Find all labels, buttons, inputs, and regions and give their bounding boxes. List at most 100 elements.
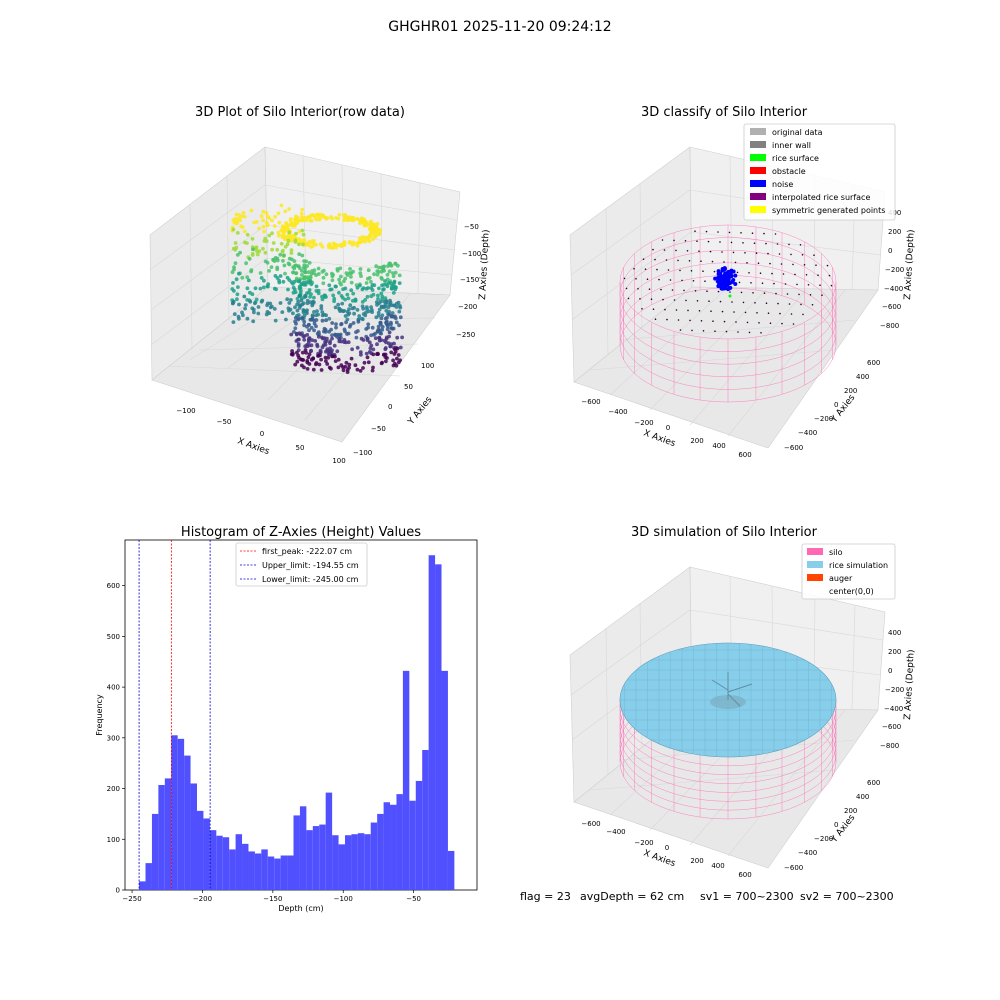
raw-point bbox=[360, 317, 365, 322]
auger-blade bbox=[727, 693, 741, 707]
raw-point bbox=[372, 229, 377, 234]
raw-point bbox=[307, 336, 311, 341]
interpolated-point bbox=[698, 310, 701, 312]
simulation-z-label: Z Axies (Depth) bbox=[903, 649, 917, 720]
raw-point bbox=[359, 274, 363, 278]
raw-point bbox=[351, 218, 356, 223]
interpolated-point bbox=[652, 248, 654, 251]
raw-point bbox=[245, 316, 250, 321]
raw-point-cloud bbox=[230, 203, 404, 374]
interpolated-point bbox=[759, 272, 762, 275]
raw-point bbox=[300, 253, 305, 258]
legend-label: symmetric generated points bbox=[772, 206, 885, 215]
interpolated-point bbox=[673, 239, 675, 242]
legend-label: original data bbox=[772, 128, 823, 137]
legend-swatch bbox=[750, 193, 766, 200]
raw-point bbox=[275, 265, 280, 270]
raw-point bbox=[375, 272, 380, 277]
raw-point bbox=[258, 271, 263, 275]
raw-point bbox=[290, 233, 295, 238]
raw-point bbox=[344, 360, 349, 365]
raw-point bbox=[336, 302, 341, 307]
raw-point bbox=[283, 209, 288, 214]
raw-point bbox=[361, 366, 365, 370]
interpolated-point bbox=[691, 329, 693, 332]
raw-point bbox=[368, 233, 372, 238]
raw-point bbox=[256, 311, 261, 316]
raw-point bbox=[237, 271, 241, 276]
raw-point bbox=[261, 285, 266, 290]
raw-y-tick: 50 bbox=[404, 383, 413, 391]
legend-label: Upper_limit: -194.55 cm bbox=[262, 561, 359, 570]
interpolated-point bbox=[754, 302, 756, 304]
interpolated-point bbox=[760, 332, 762, 334]
raw-point bbox=[350, 298, 355, 303]
raw-point bbox=[393, 261, 398, 266]
raw-point bbox=[370, 310, 374, 314]
simulation-x-tick: 0 bbox=[665, 844, 669, 852]
interpolated-point bbox=[641, 308, 643, 310]
raw-point bbox=[376, 310, 381, 315]
x-tick-label: −50 bbox=[406, 895, 421, 903]
interpolated-point bbox=[771, 272, 773, 275]
raw-point bbox=[276, 211, 281, 216]
legend-swatch bbox=[750, 154, 766, 161]
raw-point bbox=[323, 340, 327, 344]
interpolated-point bbox=[809, 294, 812, 296]
raw-point bbox=[382, 352, 386, 357]
raw-point bbox=[359, 237, 364, 242]
interpolated-point bbox=[654, 318, 657, 321]
interpolated-point bbox=[819, 284, 821, 287]
raw-point bbox=[286, 261, 291, 266]
raw-point bbox=[394, 285, 398, 290]
raw-point bbox=[305, 298, 310, 303]
raw-point bbox=[324, 349, 328, 354]
raw-point bbox=[284, 317, 288, 322]
histogram-bar bbox=[171, 735, 178, 890]
histogram-x-label: Depth (cm) bbox=[278, 904, 323, 913]
interpolated-point bbox=[677, 319, 680, 321]
histogram-bar bbox=[390, 804, 397, 890]
raw-point bbox=[306, 243, 311, 247]
classify-z-tick: −200 bbox=[885, 266, 904, 274]
histogram-title: Histogram of Z-Axies (Height) Values bbox=[181, 525, 421, 540]
raw-point bbox=[369, 279, 373, 284]
raw-point bbox=[341, 287, 345, 291]
raw-point bbox=[312, 295, 316, 300]
histogram-bar bbox=[190, 783, 197, 890]
raw-point bbox=[389, 314, 394, 318]
interpolated-point bbox=[639, 298, 641, 300]
histogram-bar bbox=[209, 830, 217, 890]
raw-point bbox=[302, 365, 306, 370]
simulation-y-tick: 600 bbox=[867, 779, 880, 787]
raw-point bbox=[395, 263, 400, 268]
histogram-bar bbox=[267, 856, 275, 890]
interpolated-point bbox=[719, 241, 721, 243]
raw-point bbox=[282, 253, 286, 258]
silo-ring bbox=[619, 237, 837, 352]
simulation-y-ticks: 600 400 200 0 −200 −400 −600 bbox=[784, 779, 880, 872]
raw-point bbox=[301, 310, 306, 315]
raw-point bbox=[389, 342, 394, 347]
classify-x-label: X Axies bbox=[642, 428, 677, 449]
raw-point bbox=[301, 232, 306, 237]
interpolated-point bbox=[730, 241, 733, 244]
raw-point bbox=[396, 353, 401, 357]
raw-point bbox=[375, 303, 379, 307]
raw-point bbox=[329, 215, 334, 219]
interpolated-point bbox=[696, 300, 699, 302]
raw-point bbox=[316, 330, 321, 335]
raw-point bbox=[253, 301, 257, 306]
noise-point bbox=[719, 286, 724, 291]
raw-point bbox=[250, 306, 255, 311]
raw-point bbox=[397, 323, 401, 328]
raw-point bbox=[269, 304, 274, 309]
raw-point bbox=[302, 337, 307, 342]
raw-point bbox=[256, 305, 261, 309]
raw-point bbox=[358, 271, 363, 276]
raw-point bbox=[308, 279, 313, 284]
silo-ring bbox=[619, 249, 837, 365]
raw-point bbox=[330, 278, 335, 283]
histogram-bar bbox=[196, 810, 204, 890]
raw-point bbox=[327, 316, 332, 321]
